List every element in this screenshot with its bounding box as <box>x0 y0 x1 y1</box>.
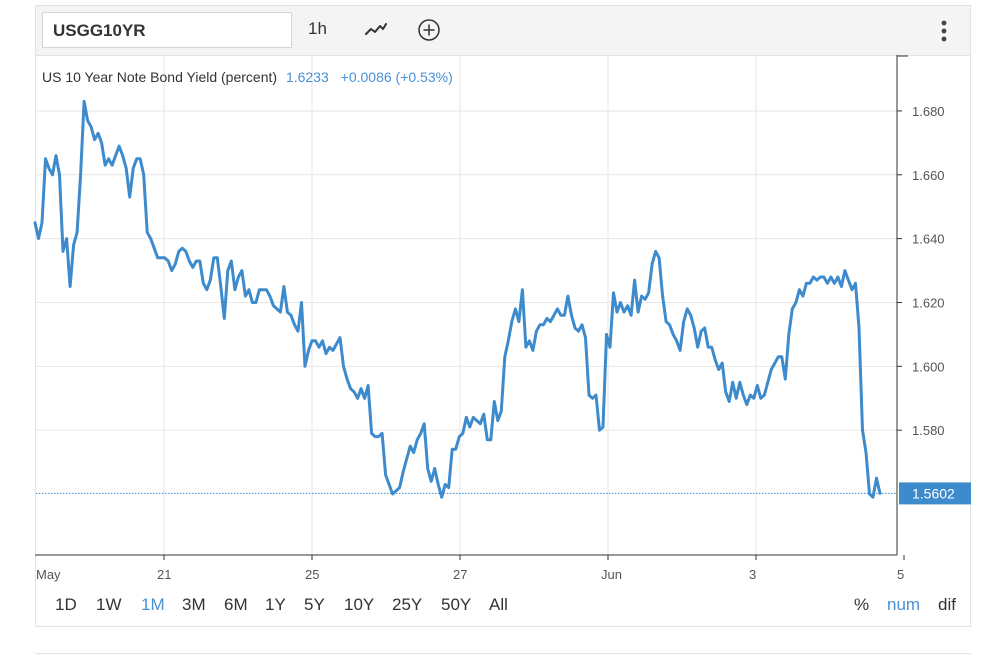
mode-button-dif[interactable]: dif <box>938 595 956 614</box>
range-button-5y[interactable]: 5Y <box>304 595 325 614</box>
range-button-10y[interactable]: 10Y <box>344 595 374 614</box>
mode-button-percent[interactable]: % <box>854 595 869 614</box>
symbol-input[interactable] <box>42 12 292 48</box>
bottom-divider <box>35 653 971 657</box>
x-tick-label: 25 <box>305 567 319 582</box>
x-tick-label: 5 <box>897 567 904 582</box>
plus-circle-icon[interactable] <box>416 17 442 43</box>
y-tick-label: 1.680 <box>912 104 945 119</box>
y-tick-label: 1.600 <box>912 359 945 374</box>
range-buttons: 1D 1W 1M 3M 6M 1Y 5Y 10Y 25Y 50Y All <box>55 595 508 614</box>
legend-change: +0.0086 (+0.53%) <box>341 69 453 85</box>
y-tick-label: 1.620 <box>912 295 945 310</box>
x-tick-label: 27 <box>453 567 467 582</box>
mode-button-num[interactable]: num <box>887 595 920 614</box>
chart-legend: US 10 Year Note Bond Yield (percent) 1.6… <box>42 69 453 85</box>
range-button-1m[interactable]: 1M <box>141 595 165 614</box>
x-tick-label: May <box>36 567 61 582</box>
chart-card: 1h <box>35 5 971 627</box>
y-axis-ticks: 1.580 1.600 1.620 1.640 1.660 1.680 <box>897 55 945 438</box>
range-button-6m[interactable]: 6M <box>224 595 248 614</box>
legend-series-name: US 10 Year Note Bond Yield (percent) <box>42 69 277 85</box>
line-chart-icon[interactable] <box>363 17 389 43</box>
chart-axes <box>35 55 898 556</box>
x-tick-label: 3 <box>749 567 756 582</box>
legend-last-value: 1.6233 <box>286 69 329 85</box>
vertical-dots-icon[interactable] <box>938 17 950 45</box>
range-button-1w[interactable]: 1W <box>96 595 122 614</box>
grid-lines <box>35 56 897 555</box>
x-axis-ticks: May 21 25 27 Jun 3 5 <box>36 555 905 582</box>
range-button-1y[interactable]: 1Y <box>265 595 286 614</box>
chart-toolbar: 1h <box>36 6 970 56</box>
mode-buttons: % num dif <box>854 595 956 614</box>
range-button-50y[interactable]: 50Y <box>441 595 471 614</box>
y-tick-label: 1.640 <box>912 232 945 247</box>
last-value-text: 1.5602 <box>912 485 955 501</box>
last-value-badge: 1.5602 <box>899 482 971 505</box>
range-button-25y[interactable]: 25Y <box>392 595 422 614</box>
range-button-all[interactable]: All <box>489 595 508 614</box>
range-button-1d[interactable]: 1D <box>55 595 77 614</box>
x-tick-label: 21 <box>157 567 171 582</box>
range-button-3m[interactable]: 3M <box>182 595 206 614</box>
y-tick-label: 1.660 <box>912 168 945 183</box>
x-tick-label: Jun <box>601 567 622 582</box>
y-tick-label: 1.580 <box>912 423 945 438</box>
series-line <box>33 99 882 499</box>
interval-selector[interactable]: 1h <box>308 19 327 38</box>
